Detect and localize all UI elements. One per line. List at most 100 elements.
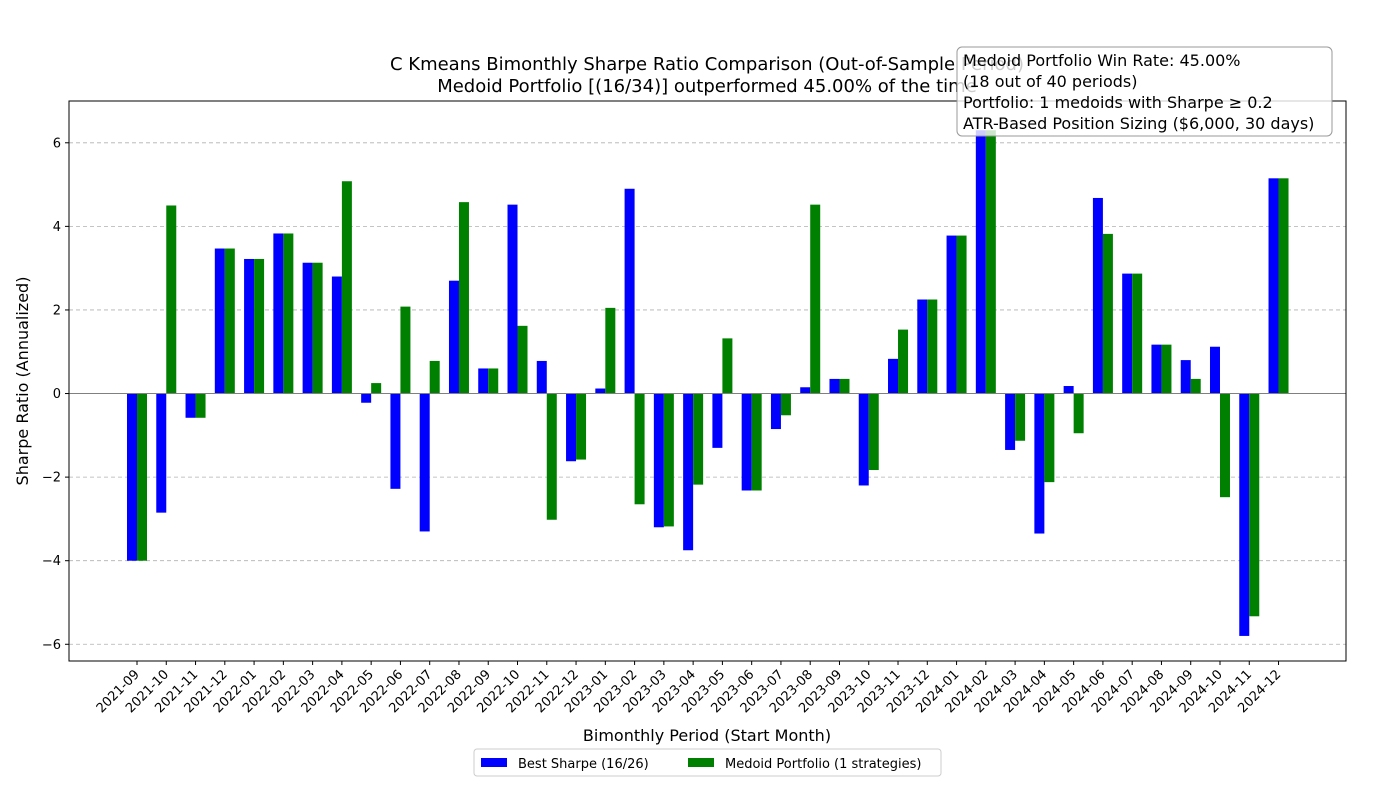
legend-swatch-medoid-portfolio bbox=[688, 758, 714, 767]
bar-best-sharpe bbox=[1239, 393, 1250, 636]
bar-best-sharpe bbox=[273, 233, 284, 394]
bar-medoid-portfolio bbox=[195, 393, 206, 418]
bar-medoid-portfolio bbox=[224, 248, 235, 394]
bar-medoid-portfolio bbox=[693, 393, 704, 485]
bar-medoid-portfolio bbox=[283, 233, 294, 394]
bar-medoid-portfolio bbox=[780, 393, 791, 416]
bar-medoid-portfolio bbox=[1102, 233, 1113, 394]
plot-frame bbox=[68, 100, 1347, 662]
bar-medoid-portfolio bbox=[312, 262, 323, 394]
bar-medoid-portfolio bbox=[985, 130, 996, 394]
y-tick-label: 0 bbox=[53, 387, 61, 402]
bar-best-sharpe bbox=[595, 388, 606, 394]
bar-best-sharpe bbox=[244, 258, 255, 394]
bar-best-sharpe bbox=[448, 280, 459, 394]
bar-best-sharpe bbox=[478, 368, 489, 394]
bar-medoid-portfolio bbox=[1161, 344, 1172, 394]
bar-medoid-portfolio bbox=[751, 393, 762, 491]
bar-best-sharpe bbox=[1092, 197, 1103, 394]
bar-medoid-portfolio bbox=[458, 202, 469, 394]
bar-best-sharpe bbox=[975, 130, 986, 394]
bar-best-sharpe bbox=[1209, 346, 1220, 394]
bar-best-sharpe bbox=[566, 393, 577, 462]
bar-medoid-portfolio bbox=[634, 393, 645, 505]
bar-best-sharpe bbox=[156, 393, 167, 513]
bar-medoid-portfolio bbox=[546, 393, 557, 520]
bar-medoid-portfolio bbox=[839, 378, 850, 394]
bar-best-sharpe bbox=[1063, 386, 1074, 394]
bar-best-sharpe bbox=[683, 393, 694, 551]
bar-medoid-portfolio bbox=[576, 393, 587, 460]
bar-medoid-portfolio bbox=[400, 306, 411, 394]
y-axis-ticks: −6 −4 −2 0 2 4 6 bbox=[42, 136, 69, 653]
bar-medoid-portfolio bbox=[429, 360, 440, 394]
bar-medoid-portfolio bbox=[898, 329, 909, 394]
bar-medoid-portfolio bbox=[517, 325, 528, 394]
bar-layer bbox=[127, 130, 1289, 636]
win-rate-annotation: Medoid Portfolio Win Rate: 45.00% (18 ou… bbox=[956, 46, 1333, 137]
annotation-line-4: ATR-Based Position Sizing ($6,000, 30 da… bbox=[963, 114, 1314, 133]
legend-swatch-best-sharpe bbox=[481, 758, 507, 767]
bar-medoid-portfolio bbox=[1249, 393, 1260, 617]
bar-best-sharpe bbox=[888, 358, 899, 394]
bar-best-sharpe bbox=[185, 393, 196, 418]
bar-best-sharpe bbox=[770, 393, 781, 430]
bar-medoid-portfolio bbox=[341, 181, 352, 394]
bar-medoid-portfolio bbox=[868, 393, 879, 471]
bar-best-sharpe bbox=[858, 393, 869, 486]
y-tick-label: −2 bbox=[42, 471, 61, 486]
legend-label-medoid-portfolio: Medoid Portfolio (1 strategies) bbox=[725, 757, 922, 772]
bar-medoid-portfolio bbox=[166, 205, 177, 394]
y-tick-label: 6 bbox=[53, 136, 61, 151]
annotation-box bbox=[956, 46, 1333, 137]
bar-medoid-portfolio bbox=[1073, 393, 1084, 434]
bar-medoid-portfolio bbox=[1219, 393, 1230, 498]
bar-medoid-portfolio bbox=[1190, 378, 1201, 394]
annotation-line-2: (18 out of 40 periods) bbox=[963, 72, 1137, 91]
bar-best-sharpe bbox=[127, 393, 137, 561]
bar-medoid-portfolio bbox=[1278, 178, 1289, 394]
bar-best-sharpe bbox=[712, 393, 723, 448]
annotation-line-1: Medoid Portfolio Win Rate: 45.00% bbox=[963, 51, 1241, 70]
bar-best-sharpe bbox=[1005, 393, 1016, 450]
y-tick-label: 2 bbox=[53, 303, 61, 318]
chart-title-line-1: C Kmeans Bimonthly Sharpe Ratio Comparis… bbox=[390, 54, 1024, 75]
bar-best-sharpe bbox=[390, 393, 401, 489]
bar-best-sharpe bbox=[302, 262, 313, 394]
bar-best-sharpe bbox=[331, 276, 342, 394]
bar-best-sharpe bbox=[536, 360, 547, 394]
bar-medoid-portfolio bbox=[956, 235, 967, 394]
bar-best-sharpe bbox=[624, 188, 635, 394]
annotation-line-3: Portfolio: 1 medoids with Sharpe ≥ 0.2 bbox=[963, 93, 1273, 112]
bar-medoid-portfolio bbox=[488, 368, 499, 394]
bar-medoid-portfolio bbox=[722, 338, 733, 394]
bar-best-sharpe bbox=[800, 387, 811, 394]
legend: Best Sharpe (16/26) Medoid Portfolio (1 … bbox=[473, 748, 942, 777]
bar-medoid-portfolio bbox=[1015, 393, 1026, 441]
bar-best-sharpe bbox=[741, 393, 752, 491]
legend-label-best-sharpe: Best Sharpe (16/26) bbox=[518, 757, 649, 772]
bar-medoid-portfolio bbox=[810, 204, 821, 394]
y-tick-label: −6 bbox=[42, 638, 61, 653]
y-axis-label: Sharpe Ratio (Annualized) bbox=[13, 277, 32, 486]
bar-medoid-portfolio bbox=[927, 299, 938, 394]
y-tick-label: −4 bbox=[42, 554, 61, 569]
bar-medoid-portfolio bbox=[137, 393, 147, 561]
bar-medoid-portfolio bbox=[663, 393, 674, 527]
bar-medoid-portfolio bbox=[605, 307, 616, 394]
bar-best-sharpe bbox=[917, 299, 928, 394]
bar-medoid-portfolio bbox=[371, 383, 382, 394]
bar-best-sharpe bbox=[1151, 344, 1162, 394]
bar-best-sharpe bbox=[1034, 393, 1045, 534]
bar-best-sharpe bbox=[361, 393, 372, 403]
y-tick-label: 4 bbox=[53, 220, 61, 235]
x-axis-label: Bimonthly Period (Start Month) bbox=[583, 726, 831, 745]
bar-best-sharpe bbox=[653, 393, 664, 528]
bar-medoid-portfolio bbox=[1044, 393, 1055, 483]
bar-best-sharpe bbox=[1180, 360, 1191, 394]
bar-best-sharpe bbox=[1122, 273, 1133, 394]
bar-best-sharpe bbox=[946, 235, 957, 394]
bar-best-sharpe bbox=[419, 393, 430, 532]
bar-best-sharpe bbox=[507, 204, 518, 394]
